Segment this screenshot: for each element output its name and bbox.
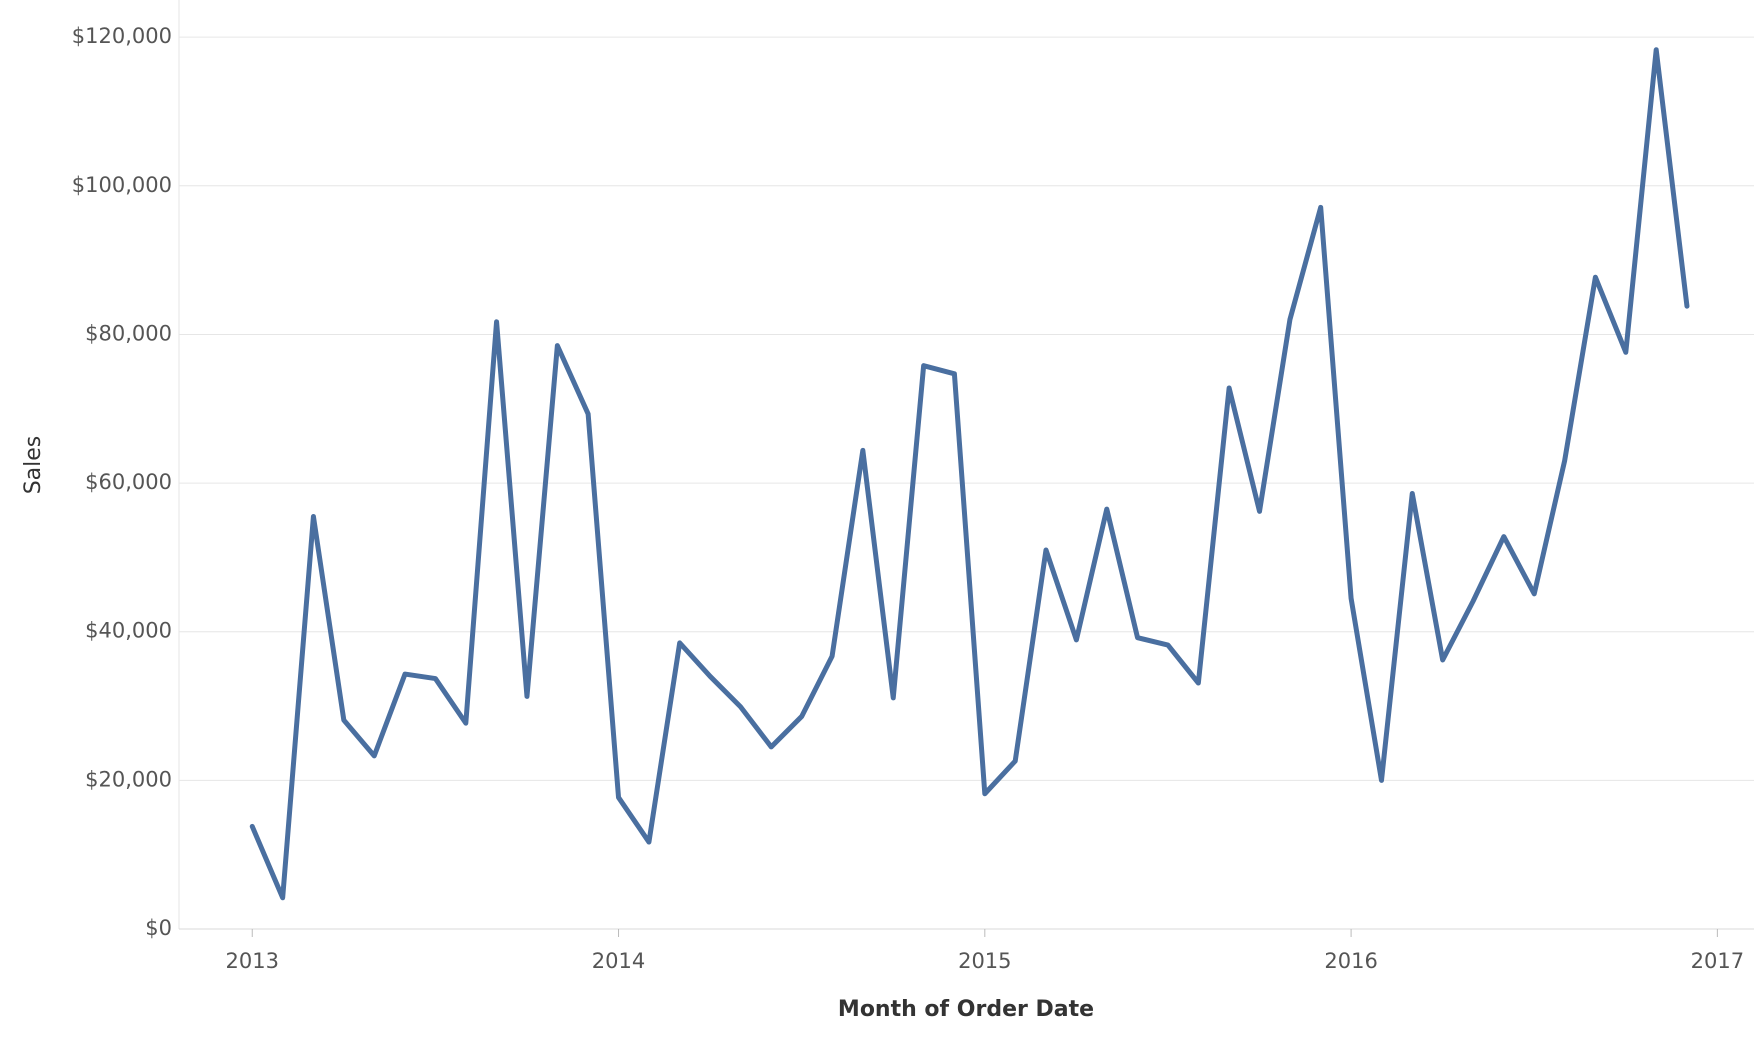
y-tick-label: $40,000 bbox=[85, 619, 172, 643]
y-tick-label: $20,000 bbox=[85, 767, 172, 791]
x-tick-label: 2013 bbox=[226, 949, 279, 973]
y-tick-label: $0 bbox=[145, 916, 172, 940]
y-tick-label: $80,000 bbox=[85, 321, 172, 345]
y-tick-label: $60,000 bbox=[85, 470, 172, 494]
y-tick-label: $100,000 bbox=[72, 173, 172, 197]
x-tick-label: 2017 bbox=[1691, 949, 1744, 973]
x-tick-label: 2015 bbox=[958, 949, 1011, 973]
sales-line bbox=[249, 47, 1690, 901]
x-axis-title: Month of Order Date bbox=[838, 997, 1094, 1022]
y-tick-label: $120,000 bbox=[72, 24, 172, 48]
y-axis-title: Sales bbox=[21, 436, 46, 495]
x-tick-label: 2016 bbox=[1324, 949, 1377, 973]
x-tick-label: 2014 bbox=[592, 949, 645, 973]
